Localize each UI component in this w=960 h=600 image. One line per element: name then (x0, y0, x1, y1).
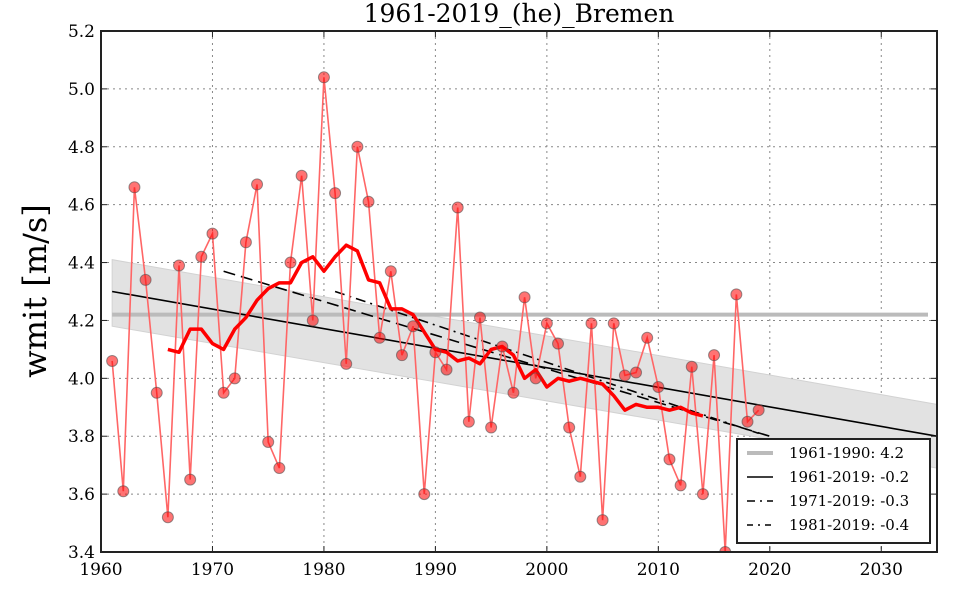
data-point (540, 317, 553, 330)
y-tick-label: 3.8 (68, 427, 95, 447)
y-tick-label: 4.4 (68, 254, 95, 274)
data-point (563, 421, 576, 434)
data-point (429, 346, 442, 359)
plot-frame (100, 30, 938, 553)
legend-label: 1961-1990: 4.2 (789, 444, 904, 462)
data-point (674, 479, 687, 492)
x-tick-label: 2010 (637, 560, 680, 580)
data-point (306, 314, 319, 327)
legend-label: 1981-2019: -0.4 (789, 516, 909, 534)
y-tick-label: 4.0 (68, 369, 95, 389)
data-point (217, 386, 230, 399)
chart-title: 1961-2019_(he)_Bremen (364, 0, 675, 28)
x-tick-label: 2000 (525, 560, 568, 580)
data-point (362, 195, 375, 208)
trend-line-solid (112, 290, 937, 438)
y-tick-label: 3.6 (68, 485, 95, 505)
data-point (262, 436, 275, 449)
data-point (652, 381, 665, 394)
data-point (696, 488, 709, 501)
data-point (173, 259, 186, 272)
x-tick-label: 1990 (414, 560, 457, 580)
data-point (128, 181, 141, 194)
x-tick-label: 1960 (79, 560, 122, 580)
data-point (228, 372, 241, 385)
data-point (585, 317, 598, 330)
y-tick-label: 3.4 (68, 543, 95, 563)
data-point (373, 331, 386, 344)
data-point (184, 473, 197, 486)
data-point (351, 140, 364, 153)
data-point (730, 288, 743, 301)
plot-area (106, 71, 937, 552)
data-point (340, 357, 353, 370)
data-point (284, 256, 297, 269)
y-axis-label: wmit [m/s] (16, 204, 54, 378)
annual-points (106, 71, 765, 552)
data-point (529, 372, 542, 385)
data-point (507, 386, 520, 399)
data-point (552, 337, 565, 350)
data-point (251, 178, 264, 191)
data-point (596, 514, 609, 527)
data-point (273, 462, 286, 475)
legend-label: 1961-2019: -0.2 (789, 468, 909, 486)
data-point (317, 71, 330, 84)
data-point (719, 546, 732, 552)
axes: 1960 1970 1980 1990 2000 2010 2020 2030 3.4 3.6 3.… (68, 22, 937, 580)
data-point (139, 273, 152, 286)
data-point (618, 369, 631, 382)
data-point (685, 360, 698, 373)
x-tick-label: 2020 (748, 560, 791, 580)
data-point (195, 250, 208, 263)
data-point (708, 349, 721, 362)
legend: 1961-1990: 4.2 1961-2019: -0.2 1971-2019: … (736, 438, 931, 544)
data-point (117, 485, 130, 498)
y-tick-label: 4.6 (68, 196, 95, 216)
data-point (462, 415, 475, 428)
data-point (106, 354, 119, 367)
data-point (496, 340, 509, 353)
x-tick-label: 2030 (860, 560, 903, 580)
data-point (663, 453, 676, 466)
legend-label: 1971-2019: -0.3 (789, 492, 909, 510)
data-point (630, 366, 643, 379)
data-point (485, 421, 498, 434)
data-point (407, 320, 420, 333)
data-point (741, 415, 754, 428)
y-tick-label: 4.2 (68, 311, 95, 331)
data-point (440, 363, 453, 376)
data-point (418, 488, 431, 501)
data-point (329, 187, 342, 200)
data-point (150, 386, 163, 399)
y-tick-label: 5.2 (68, 22, 95, 42)
y-tick-label: 5.0 (68, 80, 95, 100)
data-point (239, 236, 252, 249)
data-point (607, 317, 620, 330)
x-tick-label: 1980 (302, 560, 345, 580)
data-point (206, 227, 219, 240)
x-tick-label: 1970 (191, 560, 234, 580)
y-tick-label: 4.8 (68, 138, 95, 158)
trend-line-dashdot (334, 290, 759, 435)
data-point (161, 511, 174, 524)
data-point (295, 169, 308, 182)
data-point (395, 349, 408, 362)
data-point (752, 404, 765, 417)
data-point (451, 201, 464, 214)
data-point (641, 331, 654, 344)
data-point (384, 265, 397, 278)
data-point (574, 470, 587, 483)
data-point (518, 291, 531, 304)
data-point (473, 311, 486, 324)
